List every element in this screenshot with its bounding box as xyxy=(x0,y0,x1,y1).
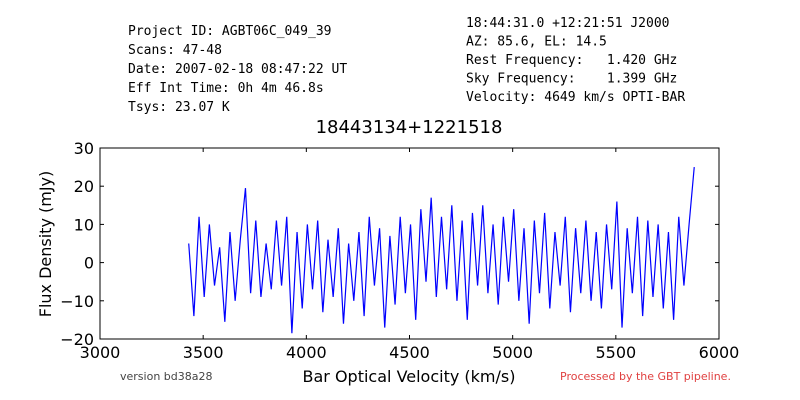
x-axis-label: Bar Optical Velocity (km/s) xyxy=(303,367,516,386)
y-tick-label: −10 xyxy=(60,292,94,311)
header-line: Velocity: 4649 km/s OPTI-BAR xyxy=(466,90,685,105)
header-line: Eff Int Time: 0h 4m 46.8s xyxy=(128,81,324,96)
header-line: Date: 2007-02-18 08:47:22 UT xyxy=(128,62,347,77)
x-tick-label: 4500 xyxy=(389,343,430,362)
y-tick-label: −20 xyxy=(60,330,94,349)
footer-pipeline: Processed by the GBT pipeline. xyxy=(560,370,731,383)
spectrum-line xyxy=(188,167,695,334)
x-tick-label: 6000 xyxy=(699,343,740,362)
x-tick-label: 3500 xyxy=(183,343,224,362)
chart-title: 18443134+1221518 xyxy=(316,117,503,138)
y-tick-label: 30 xyxy=(74,139,94,158)
footer-version: version bd38a28 xyxy=(120,370,213,383)
header-line: AZ: 85.6, EL: 14.5 xyxy=(466,35,607,50)
y-axis-label: Flux Density (mJy) xyxy=(36,171,55,318)
x-tick-label: 5500 xyxy=(595,343,636,362)
y-tick-label: 10 xyxy=(74,215,94,234)
y-tick-label: 0 xyxy=(84,254,94,273)
header-line: Project ID: AGBT06C_049_39 xyxy=(128,24,332,39)
x-tick-label: 3000 xyxy=(80,343,121,362)
plot-frame xyxy=(99,147,720,340)
y-tick-label: 20 xyxy=(74,177,94,196)
header-line: Sky Frequency: 1.399 GHz xyxy=(466,72,677,87)
header-line: Rest Frequency: 1.420 GHz xyxy=(466,53,677,68)
header-line: Scans: 47-48 xyxy=(128,43,222,58)
x-tick-label: 5000 xyxy=(492,343,533,362)
header-line: Tsys: 23.07 K xyxy=(128,100,230,115)
x-tick-label: 4000 xyxy=(286,343,327,362)
header-line: 18:44:31.0 +12:21:51 J2000 xyxy=(466,16,670,31)
